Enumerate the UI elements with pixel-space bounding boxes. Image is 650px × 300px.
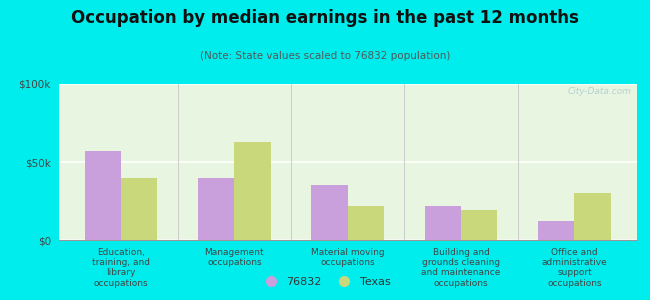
Text: City-Data.com: City-Data.com (567, 87, 631, 96)
Bar (575, 193, 611, 240)
Bar (235, 142, 270, 240)
Bar (311, 185, 348, 240)
Bar (538, 221, 575, 240)
Bar (198, 178, 235, 240)
Bar (425, 206, 461, 240)
Text: Occupation by median earnings in the past 12 months: Occupation by median earnings in the pas… (71, 9, 579, 27)
Bar (121, 178, 157, 240)
Bar (461, 210, 497, 240)
Bar (348, 206, 384, 240)
Text: (Note: State values scaled to 76832 population): (Note: State values scaled to 76832 popu… (200, 51, 450, 61)
Legend: 76832, Texas: 76832, Texas (255, 273, 395, 291)
Bar (84, 151, 121, 240)
